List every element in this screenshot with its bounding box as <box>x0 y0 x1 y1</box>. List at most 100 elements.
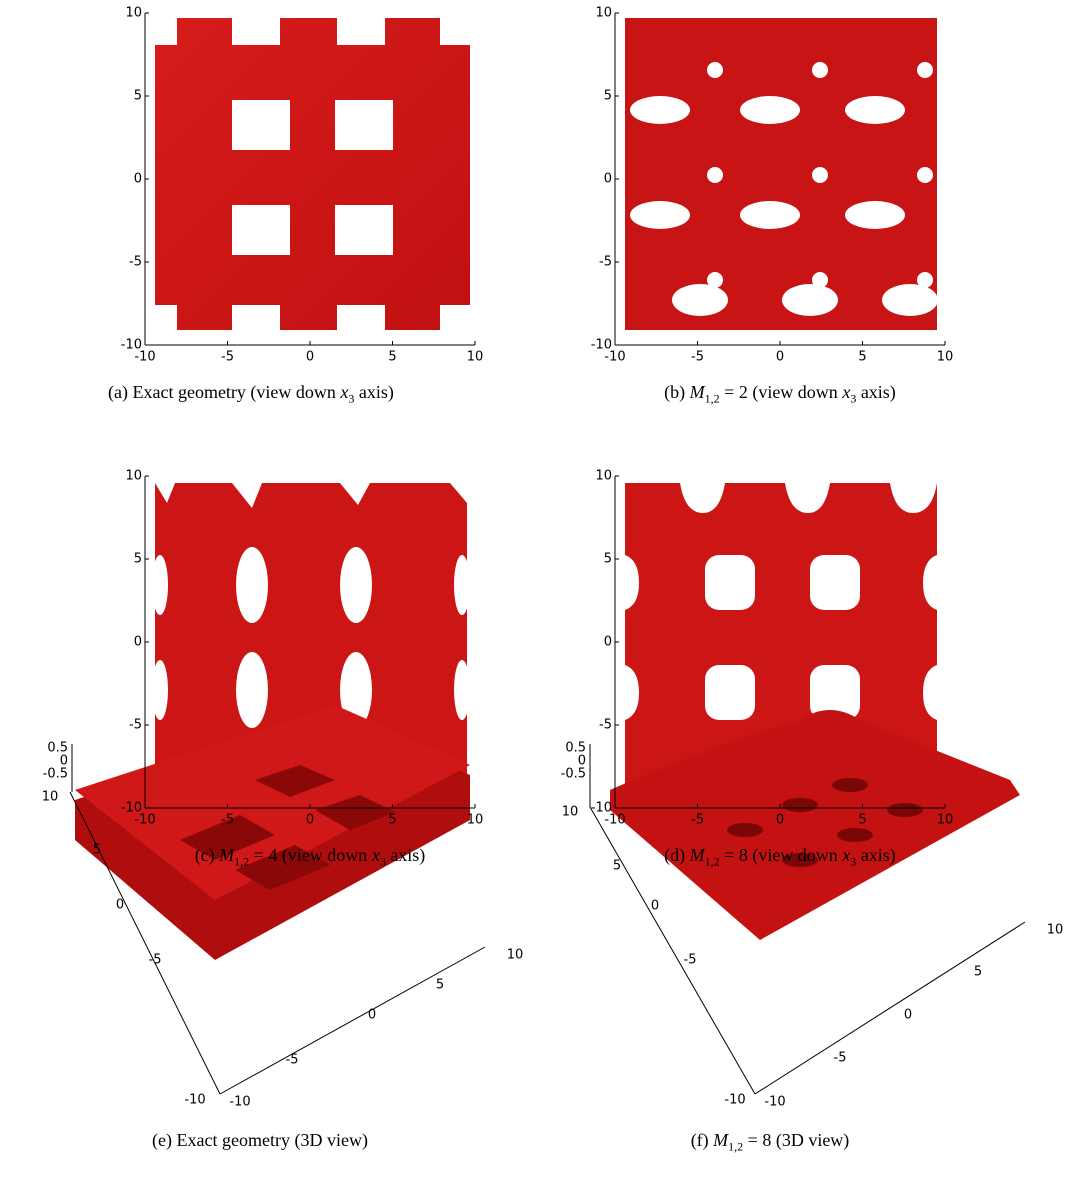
caption: (d) M1,2 = 8 (view down x3 axis) <box>580 844 980 873</box>
x-tick-label: 10 <box>937 350 954 365</box>
x-tick-label: 0 <box>904 1008 912 1023</box>
y-tick-label: 10 <box>595 469 612 484</box>
y-tick-label: 5 <box>134 552 142 567</box>
x-tick-label: 0 <box>368 1008 376 1023</box>
caption-text: (d) <box>664 845 690 865</box>
x-tick-label: 0 <box>306 350 314 365</box>
y-tick-label: 5 <box>134 89 142 104</box>
caption-text: (e) Exact geometry (3D view) <box>152 1130 368 1150</box>
axis-line <box>754 921 1026 1095</box>
y-tick-label: 5 <box>93 843 101 858</box>
x-tick-label: 10 <box>467 350 484 365</box>
caption-text: 1,2 <box>704 391 720 406</box>
x-tick-label: 5 <box>388 350 396 365</box>
geometry-3d-image <box>75 705 470 960</box>
y-tick-label: -5 <box>129 255 142 270</box>
y-tick-label: 10 <box>125 469 142 484</box>
caption-text: 1,2 <box>728 1139 744 1154</box>
y-tick-label: 10 <box>42 790 59 805</box>
caption-text: M <box>689 382 705 402</box>
caption-text: (b) <box>664 382 690 402</box>
y-tick-label: -5 <box>599 255 612 270</box>
z-tick-label: 0 <box>578 754 586 769</box>
y-tick-label: 10 <box>595 6 612 21</box>
y-tick-label: -5 <box>599 718 612 733</box>
caption: (a) Exact geometry (view down x3 axis) <box>108 381 498 410</box>
caption-text: 1,2 <box>704 854 720 869</box>
x-tick-label: -5 <box>834 1051 847 1066</box>
caption-text: M <box>689 845 705 865</box>
y-tick-label: 0 <box>604 635 612 650</box>
z-tick-label: 0.5 <box>565 741 586 756</box>
x-tick-label: -10 <box>134 813 155 828</box>
x-tick-label: 5 <box>858 813 866 828</box>
x-tick-label: 0 <box>306 813 314 828</box>
x-tick-label: 10 <box>467 813 484 828</box>
caption-text: (f) <box>690 1130 714 1150</box>
y-tick-label: -10 <box>724 1093 745 1108</box>
y-tick-label: 0 <box>651 899 659 914</box>
x-tick-label: 5 <box>436 978 444 993</box>
x-tick-label: -5 <box>691 350 704 365</box>
y-tick-label: 0 <box>134 172 142 187</box>
x-tick-label: -10 <box>604 350 625 365</box>
caption-text: (a) Exact geometry (view down <box>108 382 341 402</box>
caption-text: axis) <box>856 845 896 865</box>
x-tick-label: -5 <box>221 350 234 365</box>
caption: (f) M1,2 = 8 (3D view) <box>570 1129 970 1158</box>
x-tick-label: -10 <box>764 1095 785 1110</box>
reconstruction-image <box>625 18 938 330</box>
y-tick-label: 10 <box>562 805 579 820</box>
z-tick-label: -0.5 <box>43 767 68 782</box>
caption: (e) Exact geometry (3D view) <box>60 1129 460 1151</box>
z-tick-label: 0.5 <box>47 741 68 756</box>
caption-text: = 8 (view down <box>719 845 843 865</box>
y-tick-label: -10 <box>121 338 142 353</box>
x-tick-label: 10 <box>507 948 524 963</box>
caption-text: M <box>219 845 235 865</box>
x-tick-label: 10 <box>1047 923 1064 938</box>
z-tick-label: -0.5 <box>561 767 586 782</box>
caption-text: axis) <box>354 382 394 402</box>
caption-text: 3 <box>348 391 355 406</box>
caption-text: 1,2 <box>234 854 250 869</box>
geometry-image <box>155 18 470 330</box>
y-tick-label: 0 <box>604 172 612 187</box>
z-tick-label: 0 <box>60 754 68 769</box>
caption-text: 3 <box>379 854 386 869</box>
caption: (b) M1,2 = 2 (view down x3 axis) <box>580 381 980 410</box>
x-tick-label: -5 <box>691 813 704 828</box>
x-tick-label: 5 <box>974 965 982 980</box>
y-tick-label: -5 <box>684 953 697 968</box>
y-tick-label: 0 <box>134 635 142 650</box>
caption-text: 3 <box>850 854 857 869</box>
y-tick-label: -5 <box>129 718 142 733</box>
caption-text: M <box>713 1130 729 1150</box>
y-tick-label: 5 <box>613 859 621 874</box>
x-tick-label: -10 <box>604 813 625 828</box>
x-tick-label: -5 <box>221 813 234 828</box>
y-tick-label: 10 <box>125 6 142 21</box>
caption-text: axis) <box>385 845 426 865</box>
y-tick-label: 0 <box>116 898 124 913</box>
caption-text: 3 <box>850 391 857 406</box>
caption-text: x <box>371 845 380 865</box>
reconstruction-3d-image <box>610 710 1020 940</box>
y-tick-label: -10 <box>591 338 612 353</box>
caption-text: x <box>340 382 349 402</box>
caption-text: x <box>842 382 851 402</box>
y-tick-label: -10 <box>184 1093 205 1108</box>
y-tick-label: -10 <box>121 801 142 816</box>
x-tick-label: 5 <box>858 350 866 365</box>
caption-text: = 8 (3D view) <box>743 1130 850 1150</box>
axis-line <box>589 806 756 1095</box>
y-tick-label: -10 <box>591 801 612 816</box>
x-tick-label: 0 <box>776 350 784 365</box>
caption-text: x <box>842 845 851 865</box>
x-tick-label: -10 <box>229 1095 250 1110</box>
caption-text: axis) <box>856 382 896 402</box>
y-tick-label: 5 <box>604 552 612 567</box>
x-tick-label: 5 <box>388 813 396 828</box>
axis-line <box>69 791 221 1095</box>
